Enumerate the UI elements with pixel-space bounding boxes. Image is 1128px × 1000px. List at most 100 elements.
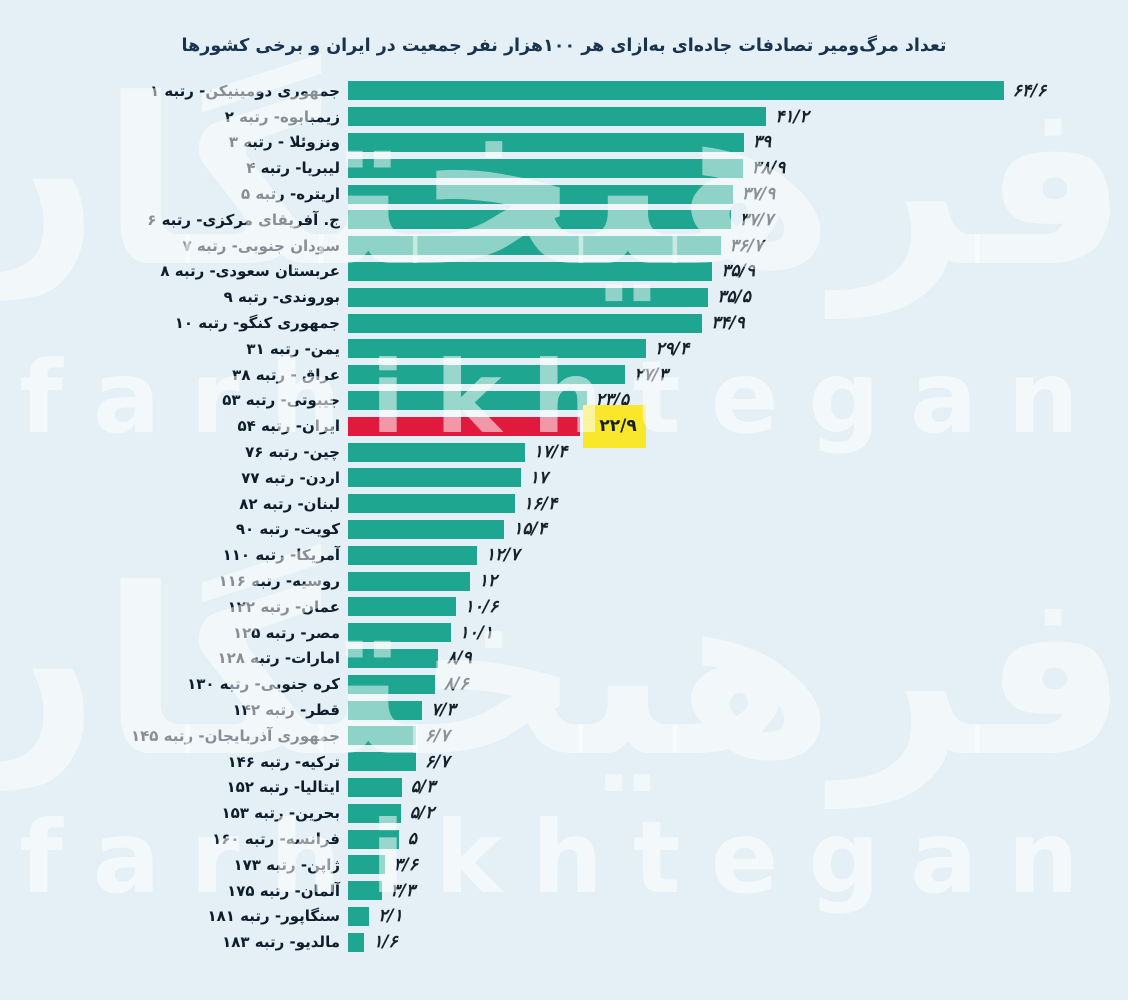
bar bbox=[348, 287, 709, 307]
country-label: اردن- رتبه ۷۷ bbox=[241, 468, 340, 487]
country-label: ونزوئلا - رتبه ۳ bbox=[228, 133, 340, 152]
bar bbox=[348, 571, 470, 591]
chart-row: ایران- رتبه ۵۴ ۲۲/۹ bbox=[0, 404, 1128, 448]
bar bbox=[348, 468, 521, 488]
value-label: ۵/۳ bbox=[410, 777, 436, 798]
chart-row: مصر- رتبه ۱۲۵ ۱۰/۱ bbox=[0, 620, 1128, 646]
chart-row: اریتره- رتبه ۵ ۳۷/۹ bbox=[0, 181, 1128, 207]
bar bbox=[348, 390, 587, 410]
chart-row: یمن- رتبه ۳۱ ۲۹/۴ bbox=[0, 336, 1128, 362]
country-label: سنگاپور- رتبه ۱۸۱ bbox=[207, 907, 340, 926]
bar bbox=[348, 81, 1004, 101]
value-label: ۱۶/۴ bbox=[523, 493, 558, 514]
value-label: ۲۲/۹ bbox=[583, 404, 646, 448]
country-label: کویت- رتبه ۹۰ bbox=[235, 520, 340, 539]
value-label: ۳۸/۹ bbox=[751, 158, 786, 179]
chart-row: فرانسه- رتبه ۱۶۰ ۵ bbox=[0, 826, 1128, 852]
value-label: ۸/۶ bbox=[444, 674, 469, 695]
bar bbox=[348, 803, 401, 823]
bar bbox=[348, 442, 525, 462]
country-label: جمهوری کنگو- رتبه ۱۰ bbox=[174, 314, 340, 333]
chart-row: روسیه- رتبه ۱۱۶ ۱۲ bbox=[0, 568, 1128, 594]
chart-row: عمان- رتبه ۱۲۲ ۱۰/۶ bbox=[0, 594, 1128, 620]
value-label: ۵ bbox=[407, 829, 417, 849]
country-label: امارات- رتبه ۱۲۸ bbox=[217, 649, 340, 668]
value-label: ۴۱/۲ bbox=[775, 106, 809, 127]
value-label: ۱/۶ bbox=[373, 932, 398, 953]
chart-row: ونزوئلا - رتبه ۳ ۳۹ bbox=[0, 130, 1128, 156]
country-label: آلمان- رتبه ۱۷۵ bbox=[227, 881, 340, 900]
chart-row: آمریکا- رتبه ۱۱۰ ۱۲/۷ bbox=[0, 542, 1128, 568]
chart-title: تعداد مرگ‌ومیر تصادفات جاده‌ای به‌ازای ه… bbox=[181, 36, 947, 56]
country-label: ایران- رتبه ۵۴ bbox=[237, 417, 340, 436]
value-label: ۶۴/۶ bbox=[1012, 80, 1047, 101]
bar bbox=[348, 184, 733, 204]
bar bbox=[348, 519, 505, 539]
value-label: ۳۴/۹ bbox=[711, 313, 745, 334]
value-label: ۱۷ bbox=[529, 467, 548, 488]
bar bbox=[348, 107, 767, 127]
chart-row: بحرین- رتبه ۱۵۳ ۵/۲ bbox=[0, 800, 1128, 826]
chart-row: جمهوری کنگو- رتبه ۱۰ ۳۴/۹ bbox=[0, 310, 1128, 336]
country-label: بحرین- رتبه ۱۵۳ bbox=[221, 804, 340, 823]
value-label: ۱۰/۶ bbox=[464, 596, 499, 617]
chart-row: آلمان- رتبه ۱۷۵ ۳/۳ bbox=[0, 878, 1128, 904]
country-label: لیبریا- رتبه ۴ bbox=[246, 159, 340, 178]
chart-row: اردن- رتبه ۷۷ ۱۷ bbox=[0, 465, 1128, 491]
country-label: چین- رتبه ۷۶ bbox=[245, 443, 340, 462]
bar bbox=[348, 674, 436, 694]
bar bbox=[348, 726, 416, 746]
chart-row: سنگاپور- رتبه ۱۸۱ ۲/۱ bbox=[0, 904, 1128, 930]
country-label: ترکیه- رتبه ۱۴۶ bbox=[227, 752, 340, 771]
chart-row: ایتالیا- رتبه ۱۵۲ ۵/۳ bbox=[0, 775, 1128, 801]
chart-row: چین- رتبه ۷۶ ۱۷/۴ bbox=[0, 439, 1128, 465]
country-label: جیبوتی- رتبه ۵۳ bbox=[222, 391, 340, 410]
country-label: یمن- رتبه ۳۱ bbox=[246, 339, 340, 358]
bar bbox=[348, 339, 647, 359]
value-label: ۲/۱ bbox=[378, 906, 403, 927]
chart-row: لیبریا- رتبه ۴ ۳۸/۹ bbox=[0, 155, 1128, 181]
chart-row: عراق - رتبه ۳۸ ۲۷/۳ bbox=[0, 362, 1128, 388]
value-label: ۳۵/۵ bbox=[717, 287, 751, 308]
country-label: فرانسه- رتبه ۱۶۰ bbox=[212, 830, 340, 848]
value-label: ۸/۹ bbox=[447, 648, 472, 669]
country-label: بوروندی- رتبه ۹ bbox=[223, 288, 340, 307]
bar bbox=[348, 752, 416, 772]
chart-row: مالدیو- رتبه ۱۸۳ ۱/۶ bbox=[0, 929, 1128, 955]
chart-row: بوروندی- رتبه ۹ ۳۵/۵ bbox=[0, 284, 1128, 310]
country-label: زیمبابوه- رتبه ۲ bbox=[224, 107, 340, 126]
country-label: جمهوری آذربایجان- رتبه ۱۴۵ bbox=[130, 726, 340, 745]
bar bbox=[348, 210, 731, 230]
bar bbox=[348, 365, 626, 385]
chart-row: کره جنوبی- رتبه ۱۳۰ ۸/۶ bbox=[0, 671, 1128, 697]
country-label: کره جنوبی- رتبه ۱۳۰ bbox=[187, 675, 340, 694]
bar bbox=[348, 777, 402, 797]
country-label: مصر- رتبه ۱۲۵ bbox=[232, 623, 340, 642]
chart-row: جمهوری آذربایجان- رتبه ۱۴۵ ۶/۷ bbox=[0, 723, 1128, 749]
bar bbox=[348, 829, 399, 849]
chart-row: سودان جنوبی- رتبه ۷ ۳۶/۷ bbox=[0, 233, 1128, 259]
bar bbox=[348, 906, 370, 926]
country-label: لبنان- رتبه ۸۲ bbox=[239, 494, 340, 513]
value-label: ۳/۶ bbox=[393, 854, 418, 875]
value-label: ۲۹/۴ bbox=[655, 338, 689, 359]
bar bbox=[348, 932, 365, 952]
country-label: ایتالیا- رتبه ۱۵۲ bbox=[226, 778, 340, 797]
country-label: روسیه- رتبه ۱۱۶ bbox=[218, 572, 340, 591]
value-label: ۱۵/۴ bbox=[513, 519, 547, 540]
value-label: ۱۰/۱ bbox=[459, 622, 494, 643]
value-label: ۱۲ bbox=[478, 571, 498, 592]
bar bbox=[348, 623, 451, 643]
value-label: ۱۲/۷ bbox=[485, 545, 520, 566]
country-label: عربستان سعودی- رتبه ۸ bbox=[160, 262, 340, 281]
country-label: اریتره- رتبه ۵ bbox=[240, 185, 340, 204]
country-label: مالدیو- رتبه ۱۸۳ bbox=[222, 933, 340, 952]
value-label: ۳۷/۹ bbox=[741, 184, 776, 205]
chart-row: لبنان- رتبه ۸۲ ۱۶/۴ bbox=[0, 491, 1128, 517]
chart-row: ترکیه- رتبه ۱۴۶ ۶/۷ bbox=[0, 749, 1128, 775]
chart-row: ژاپن- رتبه ۱۷۳ ۳/۶ bbox=[0, 852, 1128, 878]
country-label: سودان جنوبی- رتبه ۷ bbox=[182, 236, 340, 255]
value-label: ۶/۷ bbox=[425, 751, 450, 772]
bar bbox=[348, 132, 744, 152]
chart-row: کویت- رتبه ۹۰ ۱۵/۴ bbox=[0, 517, 1128, 543]
